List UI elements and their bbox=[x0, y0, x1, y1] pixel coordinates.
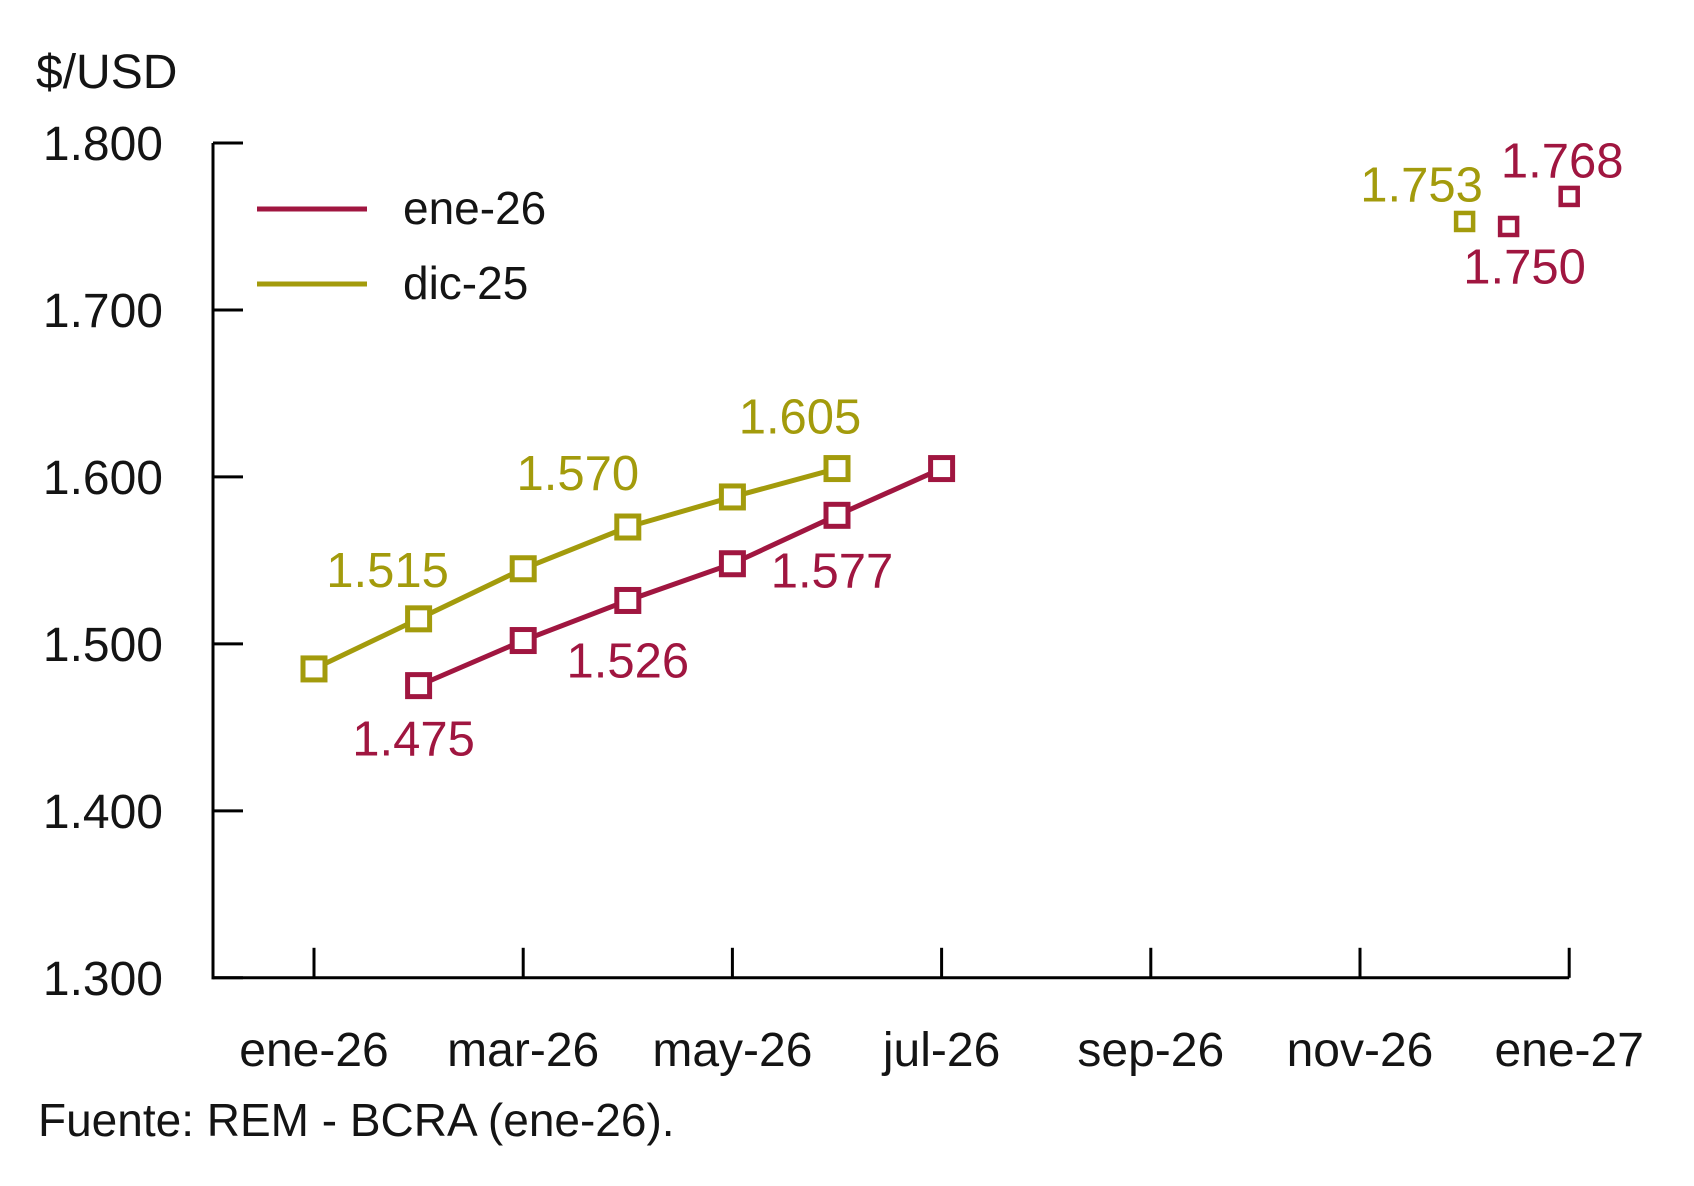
legend-label-dic-25: dic-25 bbox=[403, 257, 528, 309]
data-point-marker bbox=[928, 455, 956, 483]
data-point-marker bbox=[1497, 215, 1520, 238]
series-layer: 1.515 1.570 1.605 1.753 1.475 1.526 1.577 1.750… bbox=[300, 134, 1624, 767]
data-point-label: 1.475 bbox=[352, 713, 475, 767]
x-tick-label: ene-26 bbox=[239, 1024, 388, 1077]
x-tick-label: nov-26 bbox=[1287, 1024, 1434, 1077]
data-point-label: 1.526 bbox=[566, 634, 689, 688]
data-point-label: 1.605 bbox=[739, 391, 862, 445]
data-point-marker bbox=[509, 555, 537, 583]
data-point-label: 1.570 bbox=[516, 447, 639, 501]
series-line-ene-26 bbox=[417, 466, 943, 688]
data-point-marker bbox=[300, 655, 328, 683]
y-tick-label: 1.400 bbox=[43, 786, 163, 839]
y-tick-label: 1.800 bbox=[43, 118, 163, 171]
data-point-label: 1.753 bbox=[1360, 158, 1483, 212]
data-point-label: 1.768 bbox=[1501, 134, 1624, 188]
data-point-marker bbox=[1453, 210, 1476, 233]
data-point-label: 1.515 bbox=[326, 544, 449, 598]
x-tick-label: jul-26 bbox=[881, 1024, 1000, 1077]
data-point-marker bbox=[509, 627, 537, 655]
y-tick-label: 1.500 bbox=[43, 619, 163, 672]
y-tick-label: 1.600 bbox=[43, 452, 163, 505]
y-tick-label: 1.300 bbox=[43, 953, 163, 1006]
axes bbox=[211, 141, 1571, 980]
data-point-marker bbox=[1558, 185, 1580, 208]
legend: ene-26 dic-25 bbox=[257, 182, 546, 309]
x-tick-label: sep-26 bbox=[1077, 1024, 1224, 1077]
series-line-dic-25 bbox=[312, 466, 838, 672]
data-point-marker bbox=[614, 586, 642, 614]
data-point-marker bbox=[718, 550, 746, 578]
data-point-marker bbox=[405, 672, 433, 700]
y-axis-unit-label: $/USD bbox=[36, 46, 177, 99]
data-point-marker bbox=[823, 455, 851, 483]
y-tick-label: 1.700 bbox=[43, 285, 163, 338]
data-point-marker bbox=[614, 513, 642, 541]
x-tick-label: may-26 bbox=[652, 1024, 812, 1077]
source-note: Fuente: REM - BCRA (ene-26). bbox=[38, 1094, 675, 1146]
data-point-label: 1.750 bbox=[1463, 240, 1586, 294]
data-point-marker bbox=[405, 605, 433, 633]
x-tick-label: ene-27 bbox=[1494, 1024, 1643, 1077]
data-point-label: 1.577 bbox=[771, 544, 894, 598]
data-point-marker bbox=[823, 501, 851, 529]
x-tick-label: mar-26 bbox=[447, 1024, 599, 1077]
legend-label-ene-26: ene-26 bbox=[403, 182, 546, 234]
data-point-marker bbox=[718, 483, 746, 511]
tick-labels: 1.800 1.700 1.600 1.500 1.400 1.300 ene-26 mar-… bbox=[43, 118, 1644, 1077]
